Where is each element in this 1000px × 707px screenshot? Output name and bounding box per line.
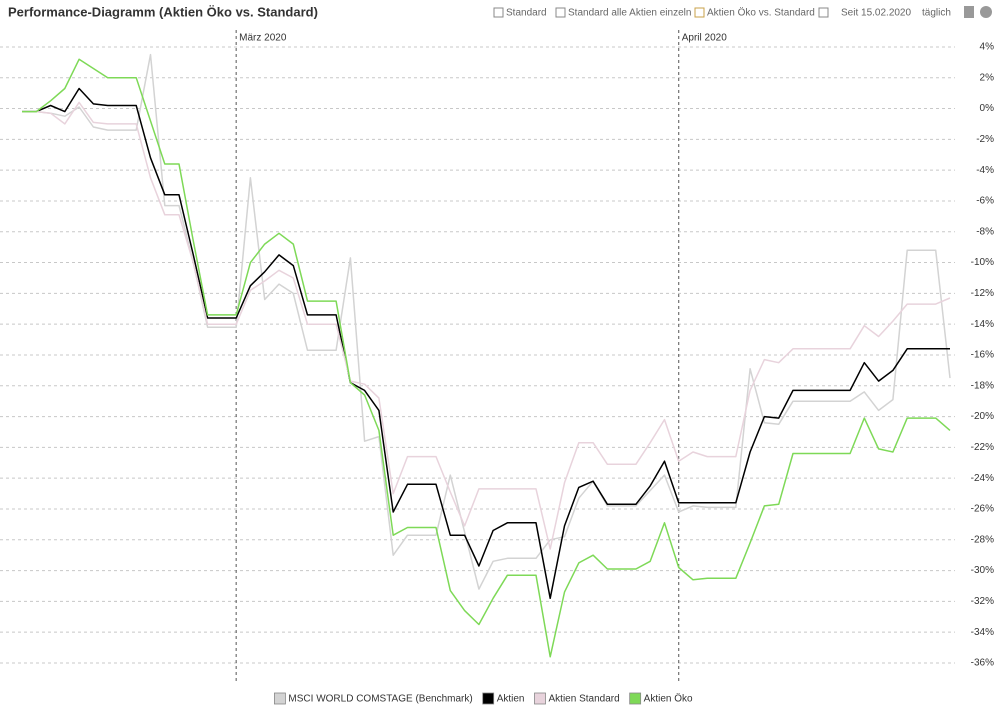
toolbar: Standard Standard alle Aktien einzeln Ak… [493,6,992,19]
export-icon[interactable] [964,6,974,18]
legend-label: MSCI WORLD COMSTAGE (Benchmark) [288,694,472,705]
y-tick-label: -14% [971,319,994,330]
legend-label: Aktien Standard [548,694,619,705]
y-tick-label: -34% [971,627,994,638]
y-tick-label: -28% [971,534,994,545]
chart-title: Performance-Diagramm (Aktien Öko vs. Sta… [8,4,318,19]
y-tick-label: -18% [971,380,994,391]
y-tick-label: 0% [980,103,995,114]
y-tick-label: -16% [971,350,994,361]
series-line [22,58,951,658]
y-tick-label: -36% [971,658,994,669]
legend: MSCI WORLD COMSTAGE (Benchmark) Aktien Akt… [274,692,693,705]
y-tick-label: 2% [980,72,995,83]
series-line [22,101,951,550]
y-tick-label: -20% [971,411,994,422]
y-tick-label: -26% [971,504,994,515]
y-tick-label: -10% [971,257,994,268]
y-tick-label: -8% [976,226,994,237]
toolbar-item[interactable]: Seit 15.02.2020 [841,8,911,19]
toolbar-item[interactable]: Standard [506,8,547,19]
icon [555,7,566,18]
y-tick-label: -30% [971,565,994,576]
icon [818,7,829,18]
y-tick-label: -24% [971,473,994,484]
toolbar-item[interactable]: Standard alle Aktien einzeln [568,8,691,19]
icon [694,7,705,18]
legend-swatch [629,692,642,705]
x-tick-label: März 2020 [239,33,287,44]
settings-icon[interactable] [980,6,992,18]
icon [493,7,504,18]
plot: 4% 2% 0% -2% -4% -6% -8% -10% -12% -14% -16% -18% -2… [0,30,994,683]
y-tick-label: -6% [976,196,994,207]
legend-swatch [274,692,286,705]
series-line [22,53,951,590]
legend-swatch [534,692,546,705]
legend-label: Aktien Öko [644,693,693,705]
x-tick-label: April 2020 [682,33,727,44]
toolbar-item[interactable]: täglich [922,8,951,19]
y-tick-label: 4% [980,42,995,53]
y-tick-label: -22% [971,442,994,453]
toolbar-item[interactable]: Aktien Öko vs. Standard [707,7,815,19]
y-tick-label: -32% [971,596,994,607]
y-tick-label: -12% [971,288,994,299]
y-tick-label: -2% [976,134,994,145]
legend-label: Aktien [497,694,525,705]
y-tick-label: -4% [976,165,994,176]
legend-swatch [482,692,495,705]
series-line [22,87,950,600]
